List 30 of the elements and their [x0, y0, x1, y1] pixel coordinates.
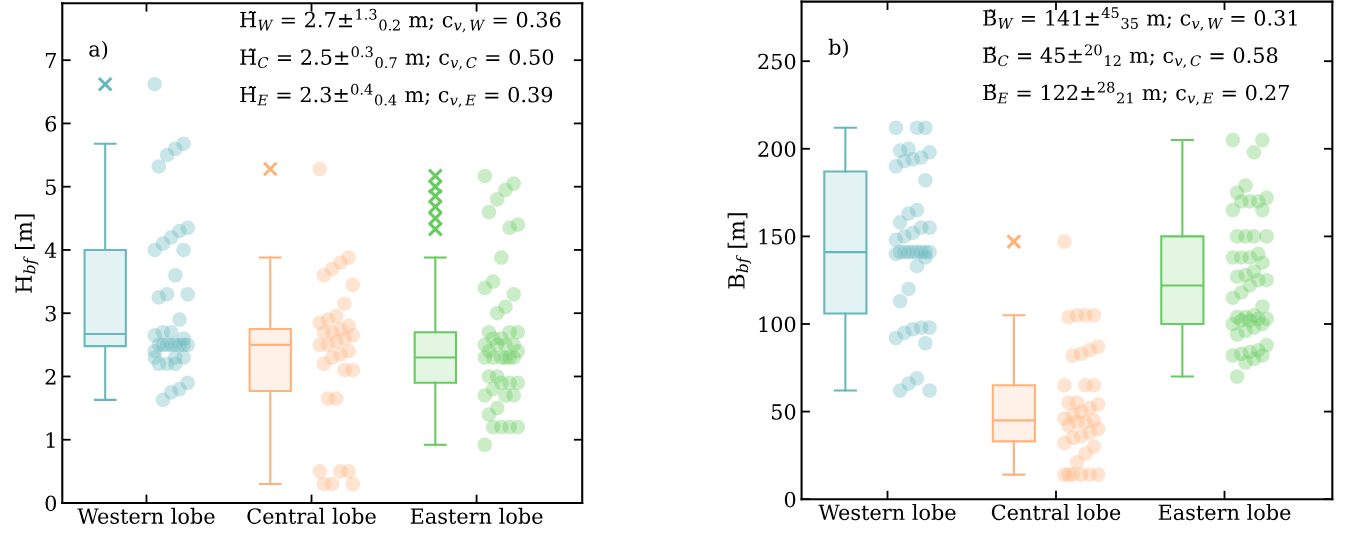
y-tick-label: 200 — [758, 141, 796, 157]
y-tick-label: 4 — [44, 242, 57, 258]
annotation: H̃$_{W}$ = 2.7±$^{1.3}$$_{0.2}$ m; c$_{v,W}$ = 0.36 — [240, 8, 561, 33]
x-tick-label: Western lobe — [77, 507, 215, 524]
y-tick-label: 50 — [771, 404, 796, 420]
y-tick-label: 5 — [45, 179, 56, 195]
y-tick-label: 150 — [759, 228, 796, 245]
annotation: B̃$_{C}$ = 45±$^{20}$$_{12}$ m; c$_{v,C}$ = 0.58 — [983, 44, 1278, 68]
y-tick-label: 3 — [45, 305, 56, 322]
annotation: B̃$_{W}$ = 141±$^{45}$$_{35}$ m; c$_{v,W}$ = 0.31 — [983, 7, 1297, 31]
y-axis-title: B$_{bf}$ [m] — [727, 213, 752, 289]
y-tick-label: 100 — [759, 316, 796, 333]
y-tick-label: 6 — [45, 115, 57, 132]
x-tick-label: Western lobe — [818, 504, 956, 521]
x-tick-label: Eastern lobe — [410, 507, 543, 524]
x-tick-label: Central lobe — [247, 507, 376, 524]
annotation: H̃$_{C}$ = 2.5±$^{0.3}$$_{0.7}$ m; c$_{v,C}$ = 0.50 — [240, 46, 554, 70]
y-tick-label: 7 — [45, 52, 56, 69]
y-tick-label: 0 — [784, 491, 796, 508]
annotation: b) — [828, 38, 848, 58]
y-tick-label: 1 — [46, 432, 55, 448]
y-tick-label: 2 — [45, 368, 56, 385]
y-axis-title: H$_{bf}$ [m] — [14, 214, 39, 293]
annotation: B̃$_{E}$ = 122±$^{28}$$_{21}$ m; c$_{v,E}$ = 0.27 — [983, 81, 1289, 106]
x-tick-label: Eastern lobe — [1158, 504, 1291, 521]
y-tick-label: 0 — [45, 495, 57, 512]
y-tick-label: 250 — [758, 53, 796, 70]
x-tick-label: Central lobe — [991, 504, 1121, 521]
annotation: a) — [89, 40, 108, 60]
annotation: H̃$_{E}$ = 2.3±$^{0.4}$$_{0.4}$ m; c$_{v,E}$ = 0.39 — [240, 83, 553, 108]
